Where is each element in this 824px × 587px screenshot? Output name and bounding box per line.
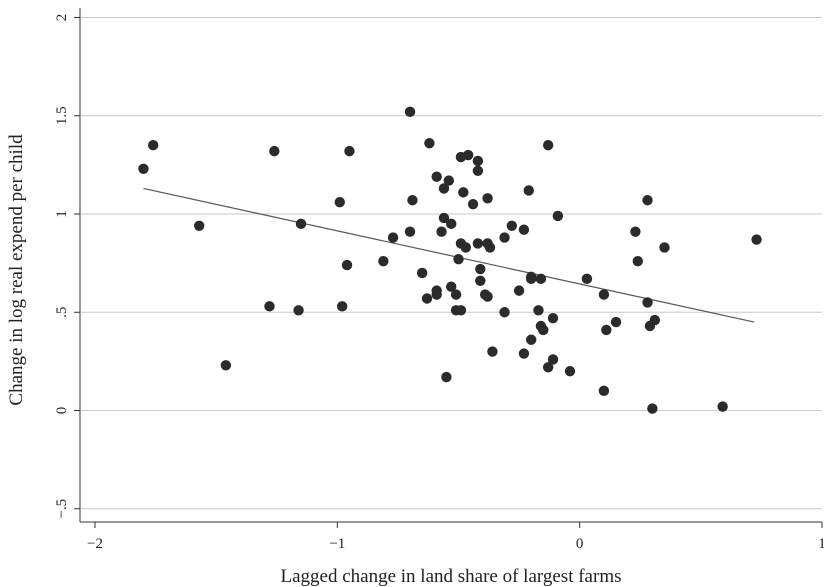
y-tick-label-0: −.5 (54, 499, 70, 519)
data-point-70 (564, 366, 576, 377)
x-tick-label-1: −1 (329, 536, 345, 552)
data-point-25 (436, 226, 447, 237)
x-tick-label-2: 0 (576, 536, 584, 552)
data-point-11 (336, 301, 348, 312)
data-point-14 (404, 106, 416, 118)
data-point-84 (717, 401, 728, 412)
axis-ticks: −.5 0 .5 1 1.5 2 −2 −1 0 1 (54, 14, 824, 552)
data-point-60 (526, 334, 537, 345)
data-point-4 (269, 145, 280, 157)
data-point-23 (438, 183, 450, 194)
data-point-9 (344, 145, 355, 157)
data-point-59 (526, 273, 537, 285)
data-point-81 (649, 314, 660, 326)
data-point-38 (467, 198, 479, 210)
data-point-55 (518, 224, 530, 235)
data-point-3 (220, 360, 232, 371)
data-point-73 (598, 385, 610, 397)
data-point-57 (523, 185, 534, 196)
data-point-20 (431, 171, 442, 182)
data-point-77 (632, 255, 644, 267)
data-point-85 (751, 234, 762, 245)
data-point-40 (472, 155, 484, 167)
data-point-51 (499, 232, 510, 243)
data-point-67 (547, 312, 559, 324)
data-point-82 (647, 403, 658, 414)
data-point-74 (601, 324, 612, 336)
data-point-62 (535, 273, 547, 285)
data-point-17 (416, 267, 428, 279)
y-tick-label-1: 0 (54, 407, 70, 415)
data-point-0 (138, 163, 149, 175)
y-tick-label-5: 2 (54, 14, 70, 22)
data-point-56 (518, 348, 530, 359)
data-point-46 (482, 193, 493, 204)
data-point-30 (450, 289, 462, 300)
data-point-26 (443, 175, 455, 186)
data-point-50 (487, 346, 498, 357)
data-point-68 (547, 354, 559, 365)
data-point-24 (438, 212, 450, 224)
data-point-18 (424, 138, 435, 149)
data-point-71 (581, 273, 593, 285)
data-point-10 (341, 259, 353, 271)
data-point-41 (472, 165, 484, 176)
data-point-72 (598, 289, 610, 300)
data-point-19 (421, 293, 433, 304)
data-point-2 (194, 220, 205, 231)
data-point-12 (378, 255, 389, 267)
data-point-79 (642, 297, 653, 308)
data-point-36 (455, 305, 467, 316)
fit-line (143, 187, 755, 323)
data-point-6 (295, 218, 307, 230)
data-point-16 (404, 226, 416, 237)
data-points (138, 106, 762, 414)
data-point-42 (472, 238, 484, 249)
data-point-28 (446, 218, 457, 230)
fit-line-group (143, 187, 755, 323)
data-point-52 (499, 307, 510, 318)
data-point-35 (453, 253, 464, 265)
y-axis-title: Change in log real expend per child (6, 134, 27, 406)
y-tick-label-3: 1 (54, 210, 70, 218)
data-point-29 (446, 281, 457, 292)
data-point-83 (659, 242, 670, 253)
data-point-61 (533, 305, 544, 316)
data-point-7 (293, 305, 304, 316)
data-point-44 (475, 275, 486, 287)
data-point-43 (475, 263, 486, 275)
data-point-1 (147, 140, 159, 151)
data-point-54 (513, 285, 525, 296)
data-point-8 (334, 197, 345, 208)
data-point-15 (407, 195, 418, 206)
x-tick-label-0: −2 (87, 536, 103, 552)
y-tick-label-4: 1.5 (54, 106, 70, 125)
data-point-39 (460, 242, 471, 253)
data-point-37 (462, 149, 474, 161)
data-point-27 (441, 371, 452, 383)
data-point-49 (482, 291, 493, 302)
data-point-64 (538, 324, 549, 336)
data-point-5 (264, 301, 275, 312)
y-tick-label-2: .5 (54, 307, 70, 318)
data-point-66 (542, 362, 554, 373)
data-point-76 (630, 226, 641, 237)
data-point-78 (642, 195, 653, 206)
data-point-33 (458, 187, 469, 198)
data-point-65 (542, 140, 554, 151)
data-point-53 (506, 220, 518, 231)
data-point-69 (552, 210, 564, 222)
gridlines (81, 17, 822, 510)
data-point-22 (431, 289, 442, 300)
data-point-48 (484, 242, 496, 253)
data-point-13 (387, 232, 399, 243)
axes (79, 8, 822, 523)
data-point-75 (610, 316, 622, 328)
x-axis-title: Lagged change in land share of largest f… (281, 566, 622, 587)
x-tick-label-3: 1 (818, 536, 824, 552)
